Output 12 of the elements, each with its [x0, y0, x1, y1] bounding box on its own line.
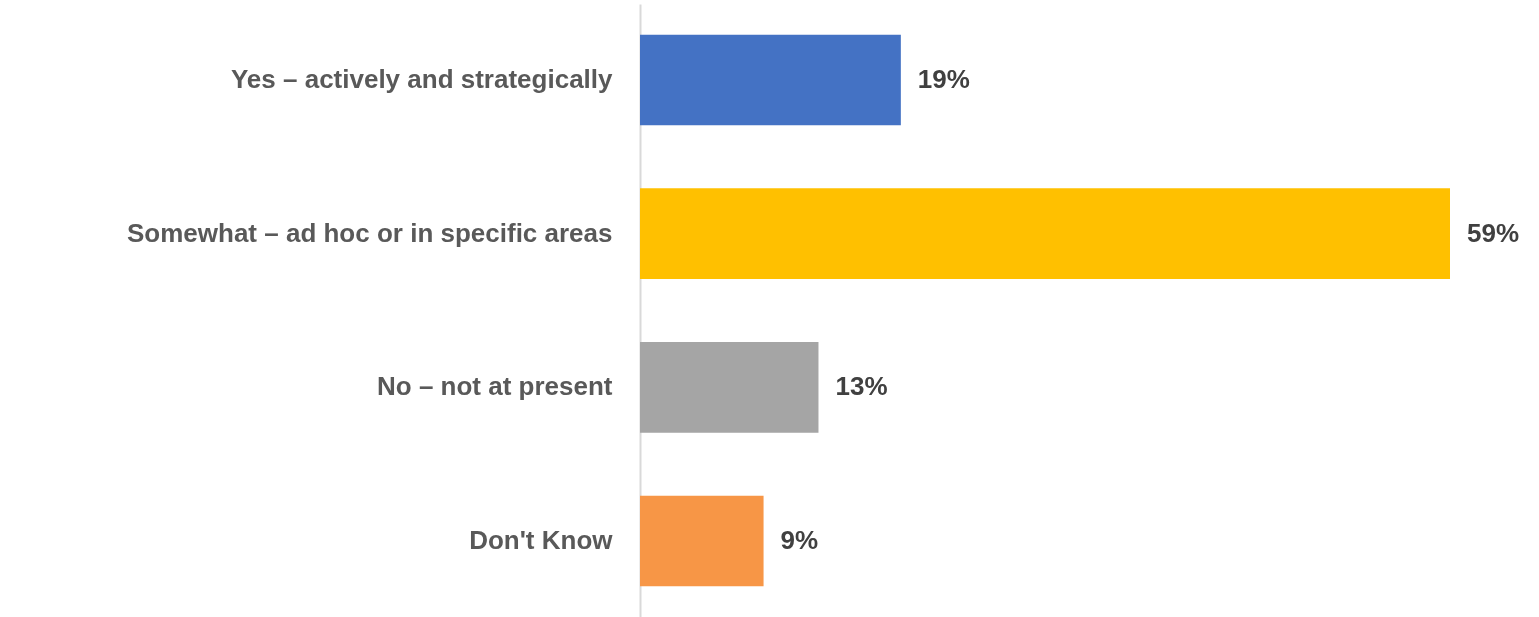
y-tick-label: No – not at present: [377, 371, 613, 402]
data-label: 13%: [835, 371, 888, 402]
bar: [640, 34, 901, 126]
y-tick-label: Somewhat – ad hoc or in specific areas: [126, 217, 613, 248]
y-tick-label: Yes – actively and strategically: [230, 64, 614, 95]
bar: [640, 341, 819, 433]
data-label: 19%: [917, 64, 970, 95]
data-label: 9%: [780, 524, 819, 555]
y-tick-label: Don't Know: [469, 524, 614, 555]
bar: [640, 188, 1450, 280]
data-label: 59%: [1467, 217, 1520, 248]
bar: [640, 495, 764, 587]
